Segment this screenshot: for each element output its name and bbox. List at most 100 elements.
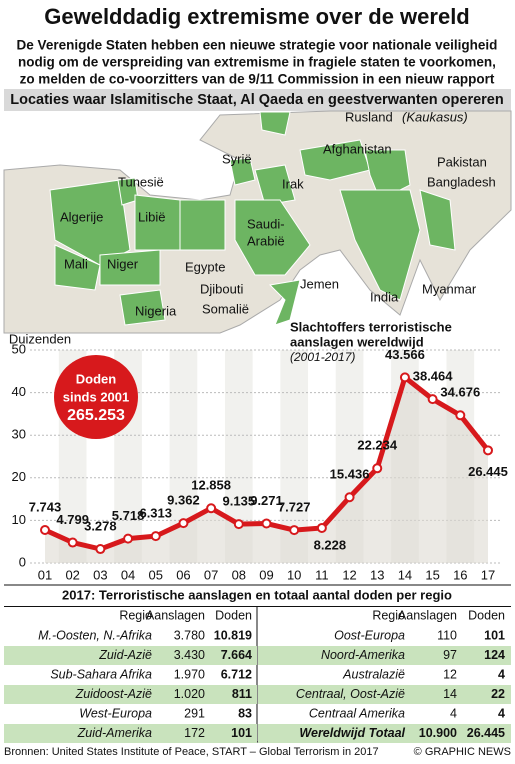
value-label: 22.234: [357, 438, 398, 453]
point: [67, 537, 78, 548]
x-tick-label: 17: [481, 567, 495, 582]
map-label: Saudi-: [247, 216, 285, 231]
map-label: Egypte: [185, 259, 225, 274]
title: Gewelddadig extremisme over de wereld: [44, 4, 470, 29]
table-header: Aanslagen: [398, 608, 457, 622]
table-cell: 97: [443, 648, 457, 662]
country: [299, 139, 371, 181]
chart-subtitle: (2001-2017): [290, 350, 355, 364]
map-label: Myanmar: [422, 281, 477, 296]
table-cell: 10.819: [214, 628, 252, 642]
map-label: Somalië: [202, 301, 249, 316]
table-cell: Zuid-Amerika: [77, 726, 152, 740]
map: [3, 110, 512, 334]
table-header: Doden: [215, 608, 252, 622]
row-band: [4, 685, 257, 704]
table-cell: 22: [491, 687, 505, 701]
map-label: Bangladesh: [427, 174, 496, 189]
country: [339, 189, 421, 301]
table-cell: 26.445: [467, 726, 505, 740]
value-label: 26.445: [468, 464, 508, 479]
table-cell: 4: [450, 706, 457, 720]
point: [483, 445, 493, 456]
value-label: 4.799: [56, 512, 89, 527]
map-label: Irak: [282, 176, 304, 191]
value-label: 9.135: [223, 494, 256, 509]
table-cell: 3.780: [174, 628, 205, 642]
table-cell: 172: [184, 726, 205, 740]
annotation: sinds 2001: [63, 389, 130, 404]
table-cell: 12: [443, 667, 457, 681]
area: [45, 377, 488, 563]
map-label: Arabië: [247, 233, 285, 248]
y-tick-label: 50: [12, 341, 26, 356]
map-label: Pakistan: [437, 154, 487, 169]
value-label: 15.436: [330, 467, 370, 482]
table-header: Doden: [468, 608, 505, 622]
x-tick-label: 11: [315, 567, 329, 582]
x-tick-label: 09: [259, 567, 273, 582]
table-cell: 1.970: [174, 667, 205, 681]
country: [54, 244, 101, 291]
table-cell: 14: [443, 687, 457, 701]
x-tick-label: 01: [38, 567, 52, 582]
table-title: 2017: Terroristische aanslagen en totaal…: [62, 587, 452, 602]
y-axis-label: Duizenden: [9, 331, 71, 346]
map-label: Afghanistan: [323, 141, 392, 156]
table-cell: Australazië: [342, 667, 405, 681]
subtitle: De Verenigde Staten hebben een nieuwe st…: [17, 38, 498, 53]
value-label: 43.566: [385, 347, 425, 362]
value-label: 8.228: [314, 537, 347, 552]
map-label: Jemen: [300, 276, 339, 291]
x-tick-label: 06: [176, 567, 190, 582]
value-label: 9.362: [167, 493, 200, 508]
y-tick-label: 40: [12, 384, 26, 399]
point: [372, 463, 383, 474]
country: [179, 199, 226, 251]
value-label: 34.676: [440, 385, 480, 400]
table-cell: Noord-Amerika: [321, 648, 405, 662]
value-label: 6.313: [139, 506, 172, 521]
table-cell: 4: [498, 667, 505, 681]
value-label: 9.271: [250, 493, 283, 508]
point: [344, 492, 355, 503]
x-tick-label: 07: [204, 567, 218, 582]
subtitle: zo melden de co-voorzitters van de 9/11 …: [20, 72, 495, 87]
country: [99, 249, 161, 286]
map-label: Algerije: [60, 209, 103, 224]
row-band: [4, 724, 257, 743]
table-cell: 4: [498, 706, 505, 720]
map-header-bar: [4, 89, 511, 111]
table-header: Regio: [119, 608, 152, 622]
country: [229, 157, 256, 186]
value-label: 12.858: [191, 478, 231, 493]
x-tick-label: 13: [370, 567, 384, 582]
country: [268, 279, 301, 326]
point: [289, 525, 300, 536]
row-band: [258, 724, 511, 743]
table-cell: 110: [437, 628, 457, 642]
point: [150, 531, 161, 542]
value-label: 5.718: [112, 508, 145, 523]
subtitle: nodig om de verspreiding van extremisme …: [18, 55, 496, 70]
map-label: Rusland: [345, 109, 393, 124]
country: [419, 189, 456, 251]
map-label: Libië: [138, 209, 165, 224]
x-tick-label: 08: [232, 567, 246, 582]
table-cell: 124: [484, 648, 505, 662]
map-label: Nigeria: [135, 303, 177, 318]
point: [399, 372, 410, 383]
table-cell: 811: [232, 687, 252, 701]
point: [316, 522, 327, 533]
value-label: 7.727: [278, 500, 311, 515]
chart-title: aanslagen wereldwijd: [290, 334, 424, 349]
table-cell: Zuid-Azië: [98, 648, 152, 662]
table-cell: 291: [184, 706, 205, 720]
x-tick-label: 16: [453, 567, 467, 582]
table-cell: 3.430: [174, 648, 205, 662]
row-band: [258, 685, 511, 704]
table-cell: West-Europa: [79, 706, 152, 720]
table-header: Regio: [372, 608, 405, 622]
credit: © GRAPHIC NEWS: [414, 746, 511, 758]
